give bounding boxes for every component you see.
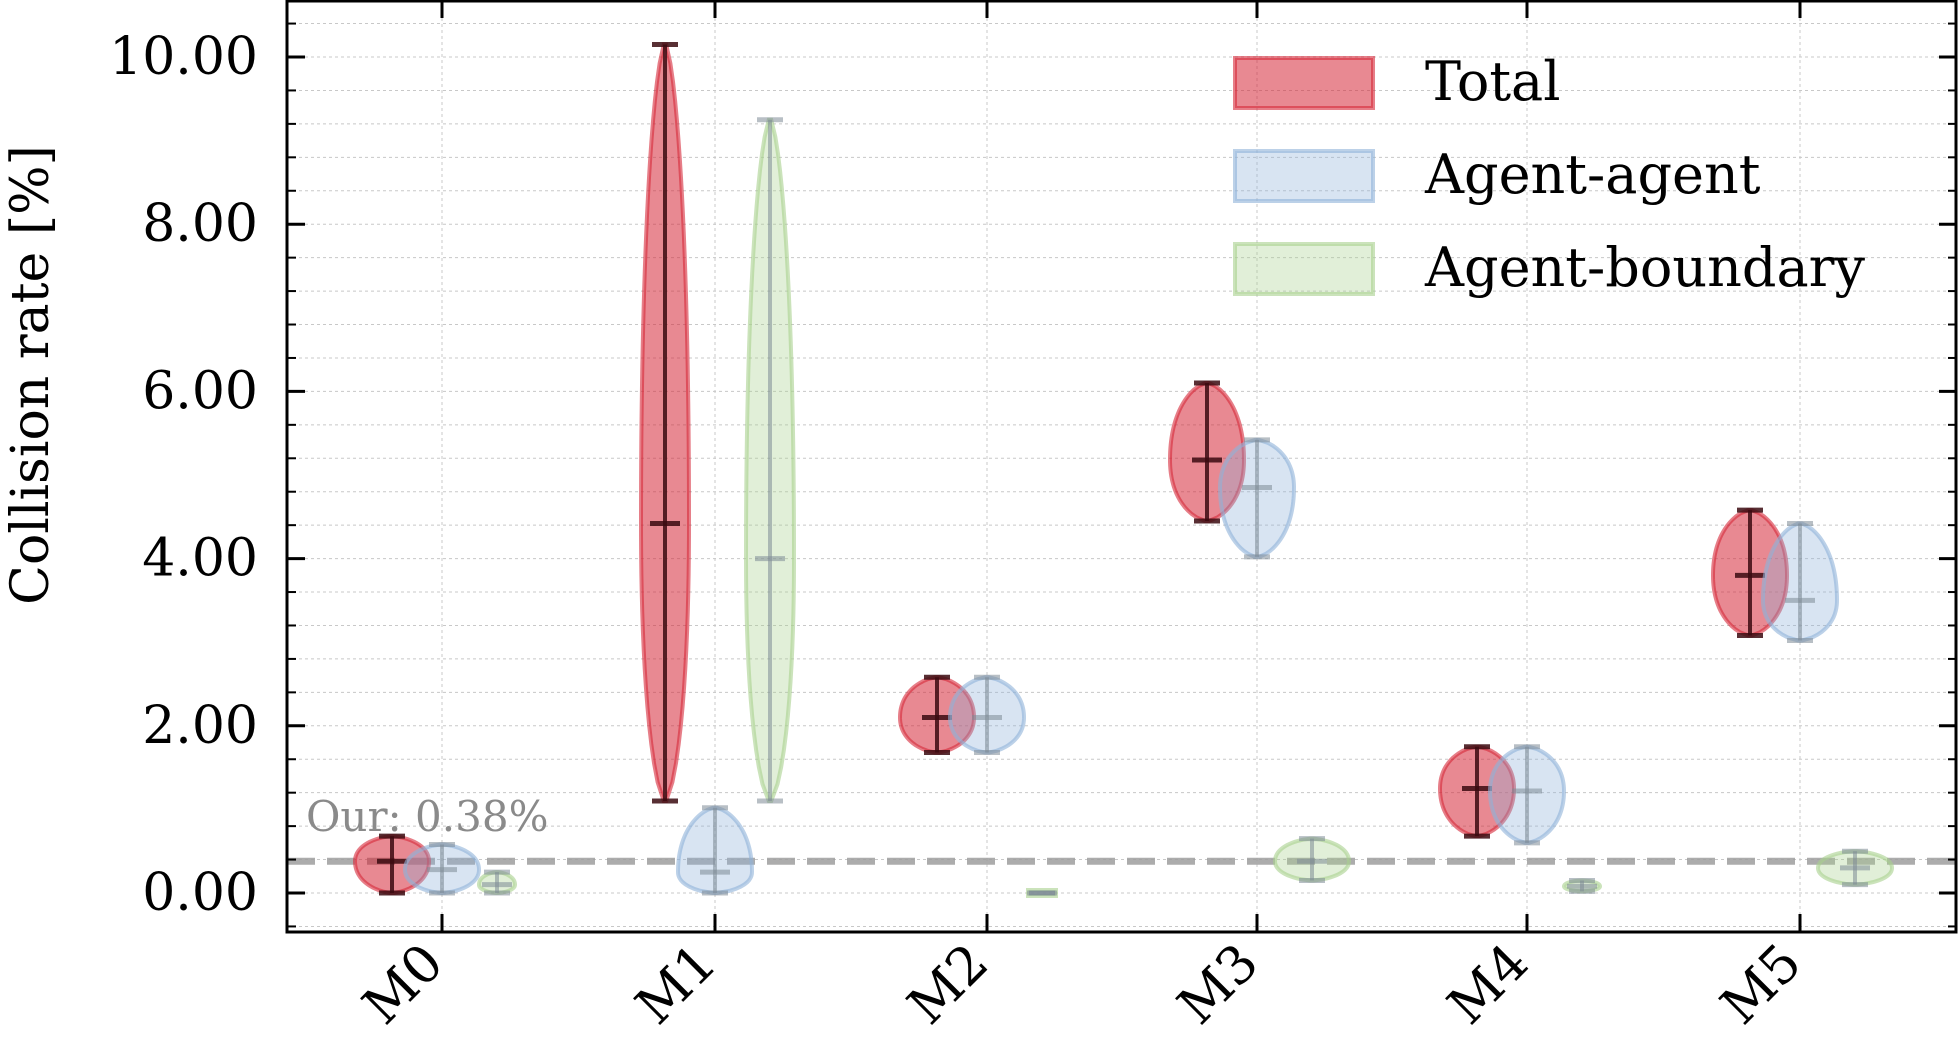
legend-swatch xyxy=(1233,56,1375,110)
reference-line-group: Our: 0.38% xyxy=(287,792,1957,865)
reference-line-label: Our: 0.38% xyxy=(306,792,548,841)
violin-agent-agent-m2 xyxy=(948,674,1027,756)
legend-swatch xyxy=(1233,242,1375,296)
y-tick-label: 6.00 xyxy=(142,361,258,421)
y-tick-label: 10.00 xyxy=(109,27,258,87)
x-tick-label: M2 xyxy=(897,933,1000,1036)
y-tick-label: 4.00 xyxy=(142,529,258,589)
violin-agent-boundary-m0 xyxy=(476,869,518,896)
violin-agent-boundary-m5 xyxy=(1815,848,1895,888)
violin-agent-agent-m3 xyxy=(1218,437,1296,560)
violins xyxy=(353,41,1895,898)
violin-total-m3 xyxy=(1167,380,1247,524)
grid xyxy=(287,0,1957,932)
x-tick-label: M5 xyxy=(1710,933,1813,1036)
y-tick-label: 0.00 xyxy=(142,863,258,923)
legend-item-total: Total xyxy=(1233,50,1561,113)
x-tick-label: M1 xyxy=(625,933,728,1036)
x-tick-label: M0 xyxy=(352,933,455,1036)
legend-item-agent-boundary: Agent-boundary xyxy=(1233,236,1865,299)
legend-label: Agent-agent xyxy=(1424,143,1761,206)
violin-agent-agent-m5 xyxy=(1760,520,1840,644)
legend-item-agent-agent: Agent-agent xyxy=(1233,143,1761,206)
violin-agent-agent-m1 xyxy=(676,805,754,896)
x-tick-label: M3 xyxy=(1167,933,1270,1036)
y-tick-label: 2.00 xyxy=(142,696,258,756)
violin-agent-boundary-m2 xyxy=(1026,888,1058,898)
violin-agent-boundary-m1 xyxy=(744,117,796,804)
violin-agent-agent-m0 xyxy=(403,842,481,896)
legend-swatch xyxy=(1233,149,1375,203)
y-tick-label: 8.00 xyxy=(142,194,258,254)
axes xyxy=(285,0,1958,934)
x-tick-label: M4 xyxy=(1437,933,1540,1036)
plot-frame xyxy=(285,0,1958,934)
violin-agent-boundary-m4 xyxy=(1562,877,1602,894)
violin-agent-agent-m4 xyxy=(1488,744,1566,846)
legend-label: Total xyxy=(1425,50,1561,113)
violin-agent-boundary-m3 xyxy=(1273,836,1351,883)
violin-total-m1 xyxy=(639,41,691,804)
violin-total-m5 xyxy=(1710,507,1790,639)
legend-label: Agent-boundary xyxy=(1424,236,1865,299)
violin-total-m0 xyxy=(353,833,431,896)
y-axis-title: Collision rate [%] xyxy=(1,145,61,605)
legend: Total Agent-agent Agent-boundary xyxy=(1233,50,1865,299)
